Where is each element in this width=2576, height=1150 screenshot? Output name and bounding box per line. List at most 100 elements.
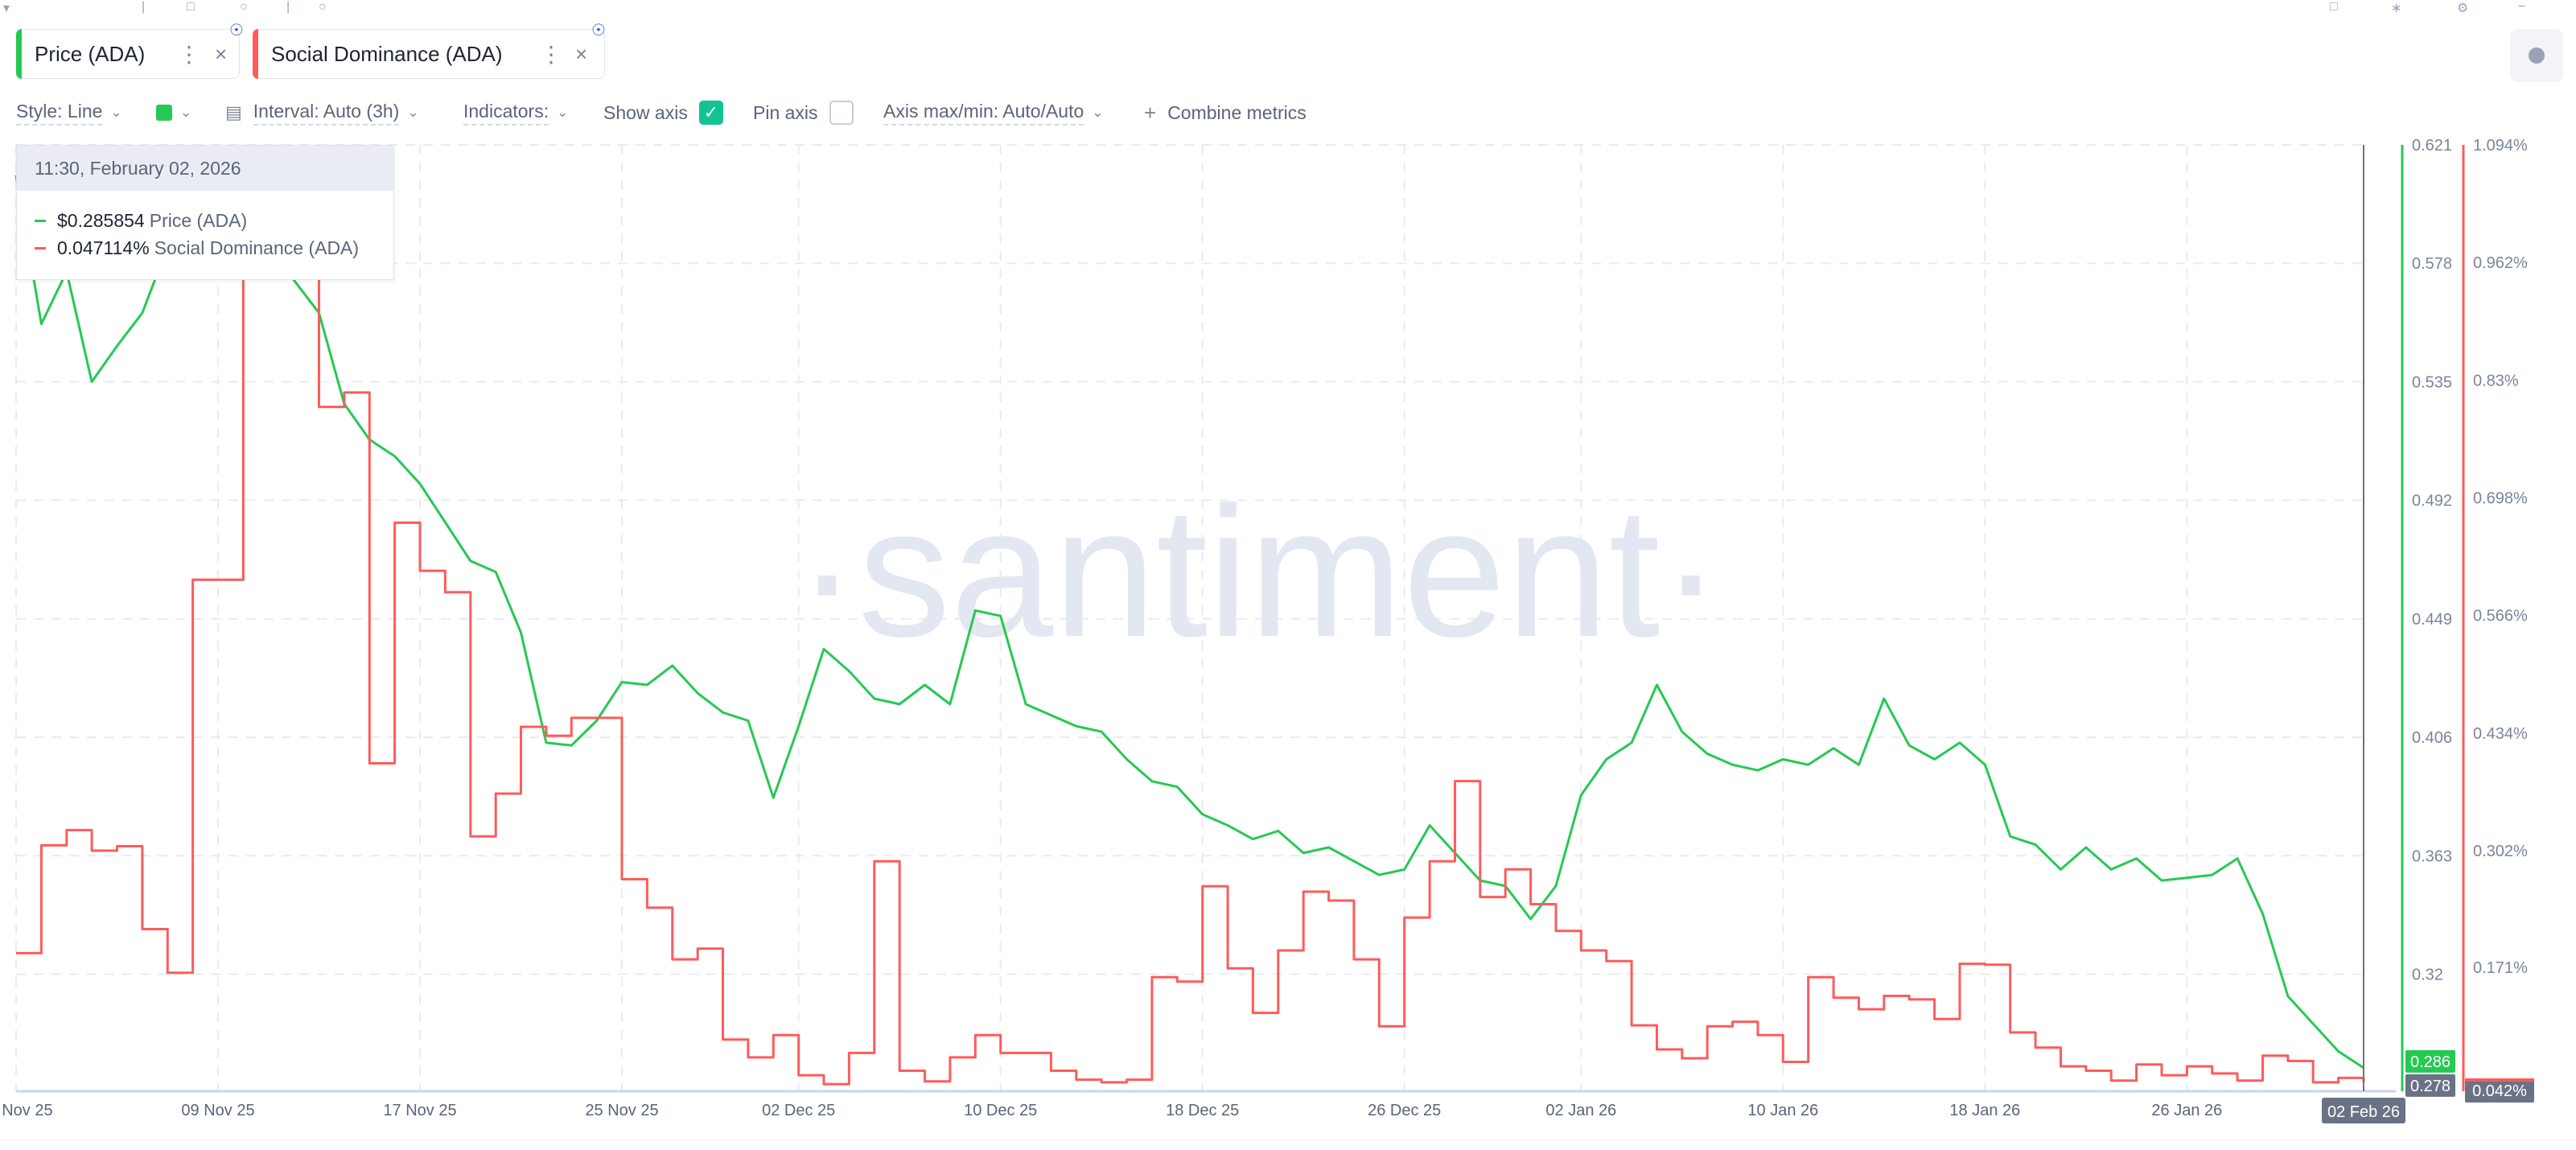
x-tick-label: 09 Nov 25 [181,1102,254,1119]
cropped-divider-2: | [286,0,290,14]
tooltip-row-price: $0.285854 Price (ADA) [35,210,247,232]
x-tick-label: 26 Jan 26 [2151,1102,2222,1119]
x-tick-label: 02 Dec 25 [762,1102,835,1119]
x-tick-label: 18 Dec 25 [1166,1102,1239,1119]
cropped-help-icon[interactable]: ○ [240,0,248,14]
y-tick-label: 0.302% [2473,843,2528,860]
cropped-settings-icon[interactable]: ∗ [2391,2,2402,15]
cropped-more-icon[interactable]: ○ [319,0,327,14]
project-icon[interactable]: ☉ [591,22,606,39]
x-tick-label: 10 Jan 26 [1747,1102,1818,1119]
options-dot-icon [2529,47,2545,64]
tooltip-series-name: Price (ADA) [149,210,248,231]
y-tick-label: 0.434% [2473,725,2528,743]
y-tick-label: 0.363 [2412,847,2452,865]
chevron-down-icon: ⌄ [557,105,569,120]
social-dominance-last-value-badge [2465,1078,2534,1103]
pin-axis-checkbox[interactable] [829,101,854,125]
y-tick-label: 0.406 [2412,729,2452,747]
y-tick-label: 0.492 [2412,493,2452,510]
metric-label: Price (ADA) [35,41,146,66]
price-last-value-label: 0.286 [2410,1053,2450,1071]
cropped-gear-icon[interactable]: ⚙ [2457,2,2469,15]
social-dominance-line [16,199,2365,1086]
metric-options-icon[interactable]: ⋮ [178,41,200,67]
metric-tab-price[interactable]: Price (ADA) ⋮ × ☉ [16,22,244,79]
cropped-share-icon[interactable]: □ [187,0,195,14]
chart-options-button[interactable] [2510,29,2563,82]
x-cursor-label-bg [2322,1098,2405,1123]
pin-axis-toggle[interactable]: Pin axis [753,97,854,129]
y-tick-label: 0.566% [2473,608,2528,625]
social-dominance-badge-accent [2465,1078,2534,1082]
tooltip-value: $0.285854 [57,210,145,231]
cropped-header-icon[interactable]: ▾ [3,2,10,15]
tooltip-series-marker [35,220,46,222]
color-swatch [156,105,172,121]
interval-label: Interval: Auto (3h) [253,101,400,126]
indicators-label: Indicators: [463,101,549,126]
chevron-down-icon: ⌄ [110,105,122,120]
cropped-divider: | [142,0,146,14]
x-tick-label: 25 Nov 25 [585,1102,658,1119]
x-tick-label: 17 Nov 25 [383,1102,456,1119]
y-tick-label: 0.578 [2412,255,2452,273]
price-min-label: 0.278 [2410,1078,2450,1095]
plus-icon: + [1144,100,1157,125]
tooltip-row-social-dominance: 0.047114% Social Dominance (ADA) [35,237,359,259]
metric-color-marker [253,29,258,79]
y-tick-label: 0.535 [2412,373,2452,391]
interval-dropdown[interactable]: ▤ Interval: Auto (3h) ⌄ [225,97,419,129]
y-tick-label: 0.621 [2412,137,2452,155]
style-label: Style: Line [16,101,103,126]
y-tick-label: 0.83% [2473,372,2519,390]
tooltip-series-name: Social Dominance (ADA) [154,237,360,258]
combine-metrics-label: Combine metrics [1167,101,1307,123]
ruler-icon: ▤ [225,102,242,122]
style-dropdown[interactable]: Style: Line ⌄ [16,97,122,129]
show-axis-checkbox[interactable]: ✓ [698,101,723,125]
metric-label: Social Dominance (ADA) [271,41,503,66]
close-icon[interactable]: × [575,41,588,66]
chart-toolbar: Style: Line ⌄ ⌄ ▤ Interval: Auto (3h) ⌄ … [0,97,1368,129]
pin-axis-label: Pin axis [753,101,818,123]
cropped-fullscreen-icon[interactable]: □ [2330,0,2338,14]
price-line [14,175,2364,1070]
price-min-badge [2405,1074,2455,1097]
x-tick-label: 10 Dec 25 [964,1102,1037,1119]
y-tick-label: 1.094% [2473,137,2528,155]
project-icon[interactable]: ☉ [229,22,244,39]
indicators-dropdown[interactable]: Indicators: ⌄ [463,97,568,129]
chevron-down-icon: ⌄ [407,105,419,120]
show-axis-toggle[interactable]: Show axis ✓ [603,97,723,129]
metric-tab-social-dominance[interactable]: Social Dominance (ADA) ⋮ × ☉ [253,22,606,79]
x-tick-label: 01 Nov 25 [0,1102,53,1119]
y-tick-label: 0.962% [2473,254,2528,272]
social-dominance-last-value-label: 0.042% [2472,1082,2527,1100]
chart-tooltip: 11:30, February 02, 2026 $0.285854 Price… [16,145,394,280]
metric-options-icon[interactable]: ⋮ [540,41,562,67]
x-cursor-label: 02 Feb 26 [2327,1103,2400,1121]
axis-minmax-dropdown[interactable]: Axis max/min: Auto/Auto ⌄ [883,97,1104,129]
color-picker[interactable]: ⌄ [156,97,191,129]
y-tick-label: 0.698% [2473,490,2528,508]
tooltip-series-marker [35,247,46,249]
x-tick-label: 26 Dec 25 [1368,1102,1441,1119]
x-tick-label: 18 Jan 26 [1949,1102,2020,1119]
show-axis-label: Show axis [603,101,688,123]
chart-axes: 01 Nov 25 09 Nov 25 17 Nov 25 25 Nov 25 02 D… [0,137,2534,1123]
axis-minmax-label: Axis max/min: Auto/Auto [883,101,1084,126]
y-tick-label: 0.32 [2412,966,2443,983]
combine-metrics-button[interactable]: + Combine metrics [1144,97,1307,129]
cropped-close-icon[interactable]: − [2518,0,2526,14]
navigator-strip[interactable] [0,1140,2576,1150]
header-strip: ▾ | □ ○ | ○ □ ∗ ⚙ − [0,0,2576,15]
y-tick-label: 0.449 [2412,611,2452,629]
tooltip-date: 11:30, February 02, 2026 [17,146,393,191]
y-tick-label: 0.171% [2473,959,2528,977]
chevron-down-icon: ⌄ [1092,105,1104,120]
chevron-down-icon: ⌄ [180,105,192,120]
tooltip-value: 0.047114% [57,237,150,258]
close-icon[interactable]: × [215,41,228,66]
